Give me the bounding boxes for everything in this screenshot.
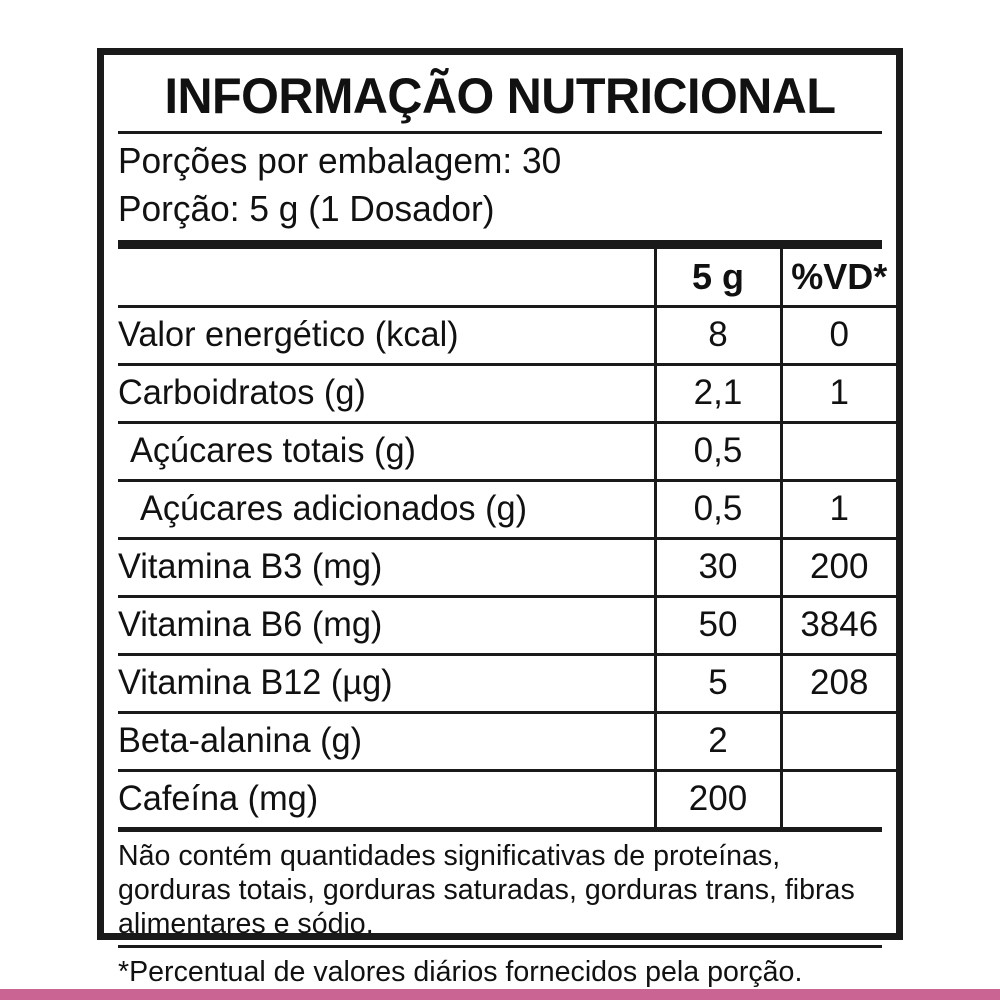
nutrient-name-text: Açúcares totais (g) bbox=[130, 431, 416, 470]
table-top-rule bbox=[118, 240, 882, 249]
nutrient-dv: 1 bbox=[779, 478, 896, 538]
nutrient-name: Vitamina B12 (µg) bbox=[118, 652, 655, 712]
nutrient-name: Valor energético (kcal) bbox=[118, 304, 655, 364]
nutrition-table: 5 g %VD* Valor energético (kcal) 8 0 Carboi… bbox=[118, 249, 896, 827]
note-daily-values: *Percentual de valores diários fornecido… bbox=[118, 955, 803, 988]
panel-title: INFORMAÇÃO NUTRICIONAL bbox=[164, 68, 836, 124]
nutrient-amount: 0,5 bbox=[653, 420, 781, 480]
nutrient-name-text: Beta-alanina (g) bbox=[118, 721, 363, 760]
nutrient-dv: 1 bbox=[779, 362, 896, 422]
nutrient-name-text: Vitamina B3 (mg) bbox=[118, 547, 383, 586]
nutrient-name: Açúcares adicionados (g) bbox=[118, 478, 655, 538]
table-row: Vitamina B12 (µg) 5 208 bbox=[118, 652, 896, 712]
header-nutrient bbox=[118, 249, 655, 306]
nutrient-name: Beta-alanina (g) bbox=[118, 710, 655, 770]
table-row: Açúcares totais (g) 0,5 bbox=[118, 420, 896, 480]
nutrient-dv: 0 bbox=[779, 304, 896, 364]
nutrient-name: Vitamina B6 (mg) bbox=[118, 594, 655, 654]
nutrient-name-text: Açúcares adicionados (g) bbox=[140, 489, 528, 528]
nutrient-name-text: Vitamina B12 (µg) bbox=[118, 663, 393, 702]
nutrient-amount: 0,5 bbox=[653, 478, 781, 538]
nutrient-amount: 5 bbox=[653, 652, 781, 712]
note-not-significant: Não contém quantidades significativas de… bbox=[118, 839, 855, 940]
table-row: Valor energético (kcal) 8 0 bbox=[118, 304, 896, 364]
nutrient-name: Cafeína (mg) bbox=[118, 768, 655, 827]
table-bottom-rule bbox=[118, 826, 882, 832]
nutrition-table-head: 5 g %VD* bbox=[118, 249, 896, 306]
nutrition-table-body: Valor energético (kcal) 8 0 Carboidratos (g… bbox=[118, 304, 896, 827]
nutrient-name-text: Vitamina B6 (mg) bbox=[118, 605, 383, 644]
nutrient-name: Açúcares totais (g) bbox=[118, 420, 655, 480]
nutrition-facts-inner: INFORMAÇÃO NUTRICIONAL Porções por embal… bbox=[104, 55, 896, 988]
title-divider bbox=[118, 131, 882, 134]
servings-per-package: Porções por embalagem: 30 bbox=[118, 140, 562, 181]
table-row: Açúcares adicionados (g) 0,5 1 bbox=[118, 478, 896, 538]
nutrient-name-text: Carboidratos (g) bbox=[118, 373, 366, 412]
table-row: Vitamina B6 (mg) 50 3846 bbox=[118, 594, 896, 654]
nutrient-amount: 50 bbox=[653, 594, 781, 654]
table-row: Cafeína (mg) 200 bbox=[118, 768, 896, 827]
nutrient-name: Carboidratos (g) bbox=[118, 362, 655, 422]
nutrient-dv bbox=[779, 420, 896, 480]
note-divider bbox=[118, 944, 882, 948]
nutrient-amount: 2,1 bbox=[653, 362, 781, 422]
nutrient-dv: 3846 bbox=[779, 594, 896, 654]
nutrient-dv bbox=[779, 768, 896, 827]
nutrient-dv: 200 bbox=[779, 536, 896, 596]
header-amount: 5 g bbox=[653, 249, 781, 306]
table-row: Carboidratos (g) 2,1 1 bbox=[118, 362, 896, 422]
nutrient-amount: 200 bbox=[653, 768, 781, 827]
nutrient-name-text: Valor energético (kcal) bbox=[118, 315, 459, 354]
table-row: Vitamina B3 (mg) 30 200 bbox=[118, 536, 896, 596]
nutrient-name: Vitamina B3 (mg) bbox=[118, 536, 655, 596]
header-dv: %VD* bbox=[779, 249, 896, 306]
brand-color-strip bbox=[0, 989, 1000, 1000]
table-header-row: 5 g %VD* bbox=[118, 249, 896, 306]
nutrient-name-text: Cafeína (mg) bbox=[118, 779, 319, 818]
nutrient-dv: 208 bbox=[779, 652, 896, 712]
nutrient-amount: 8 bbox=[653, 304, 781, 364]
nutrient-amount: 2 bbox=[653, 710, 781, 770]
nutrient-amount: 30 bbox=[653, 536, 781, 596]
nutrition-facts-panel: INFORMAÇÃO NUTRICIONAL Porções por embal… bbox=[97, 48, 903, 988]
nutrient-dv bbox=[779, 710, 896, 770]
table-row: Beta-alanina (g) 2 bbox=[118, 710, 896, 770]
serving-size: Porção: 5 g (1 Dosador) bbox=[118, 188, 495, 229]
